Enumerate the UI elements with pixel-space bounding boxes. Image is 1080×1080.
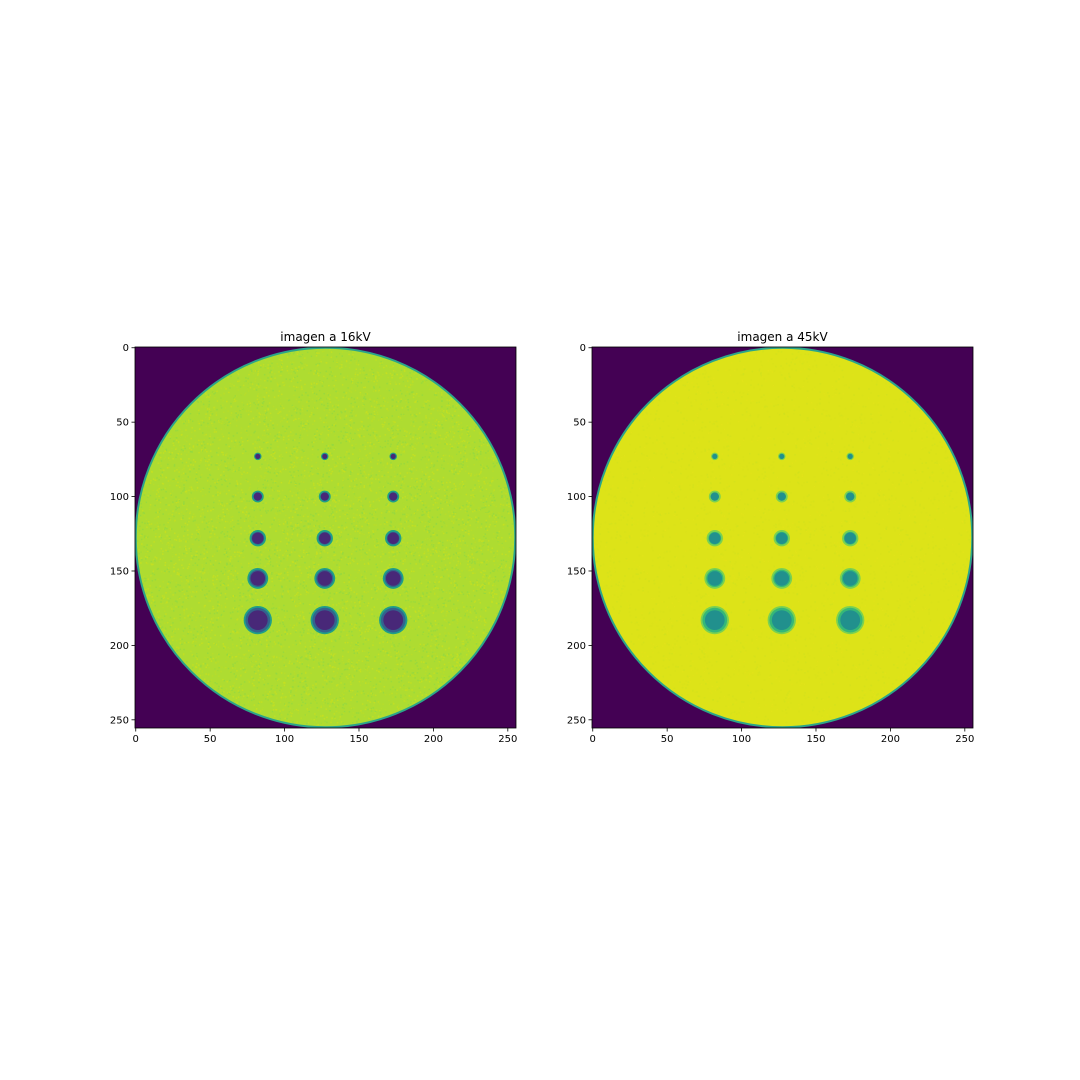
insert-r4-c2	[771, 568, 793, 589]
insert-r1-c2	[778, 452, 786, 461]
y-tick-label: 250	[567, 715, 586, 726]
insert-r4-c1	[704, 568, 726, 589]
y-tick-label: 150	[110, 566, 129, 577]
insert-r5-c2	[767, 605, 796, 635]
insert-r2-c2	[775, 490, 788, 503]
insert-r1-c1	[254, 452, 262, 461]
insert-r3-c1	[249, 530, 266, 547]
insert-r2-c1	[251, 490, 264, 503]
panel-16kv: imagen a 16kV 0 50 100 150 200 250 0 50 100 150 200…	[110, 330, 517, 745]
insert-r4-c1	[247, 568, 269, 589]
y-tick-label: 200	[110, 641, 129, 652]
insert-r4-c3	[382, 568, 404, 589]
y-tick-label: 250	[110, 715, 129, 726]
y-tick-label: 50	[116, 418, 129, 429]
y-tick-label: 150	[567, 566, 586, 577]
x-tick-label: 0	[133, 734, 139, 745]
x-tick-label: 50	[661, 734, 674, 745]
insert-r2-c2	[318, 490, 331, 503]
insert-r5-c3	[836, 605, 865, 635]
insert-r4-c3	[839, 568, 861, 589]
y-tick-label: 0	[580, 343, 586, 354]
insert-r2-c3	[844, 490, 857, 503]
x-tick-label: 250	[955, 734, 974, 745]
x-tick-label: 100	[275, 734, 294, 745]
insert-r1-c3	[389, 452, 397, 461]
x-tick-label: 50	[204, 734, 217, 745]
x-tick-label: 200	[881, 734, 900, 745]
insert-r5-c1	[243, 605, 272, 635]
insert-r5-c2	[310, 605, 339, 635]
insert-r1-c1	[711, 452, 719, 461]
axes-frame	[134, 346, 517, 729]
insert-r3-c1	[706, 530, 723, 547]
y-tick-label: 50	[573, 418, 586, 429]
y-tick-label: 100	[567, 492, 586, 503]
insert-r3-c2	[316, 530, 333, 547]
insert-r5-c1	[700, 605, 729, 635]
insert-r2-c1	[708, 490, 721, 503]
x-tick-label: 200	[424, 734, 443, 745]
insert-r3-c3	[842, 530, 859, 547]
x-tick-label: 100	[732, 734, 751, 745]
panel-title: imagen a 45kV	[737, 330, 828, 344]
x-tick-label: 150	[349, 734, 368, 745]
image-area	[135, 347, 516, 728]
axes-frame	[591, 346, 974, 729]
image-area	[592, 347, 973, 728]
insert-r1-c3	[846, 452, 854, 461]
y-tick-label: 100	[110, 492, 129, 503]
insert-r5-c3	[379, 605, 408, 635]
y-tick-label: 200	[567, 641, 586, 652]
panel-title: imagen a 16kV	[280, 330, 371, 344]
x-tick-label: 0	[590, 734, 596, 745]
insert-r3-c2	[773, 530, 790, 547]
panel-45kv: imagen a 45kV 0 50 100 150 200 250 0 50 100 150 200…	[567, 330, 974, 745]
y-tick-label: 0	[123, 343, 129, 354]
phantom-noise	[137, 349, 514, 726]
insert-r2-c3	[387, 490, 400, 503]
insert-r1-c2	[321, 452, 329, 461]
x-tick-label: 150	[806, 734, 825, 745]
insert-r4-c2	[314, 568, 336, 589]
x-tick-label: 250	[498, 734, 517, 745]
insert-r3-c3	[385, 530, 402, 547]
